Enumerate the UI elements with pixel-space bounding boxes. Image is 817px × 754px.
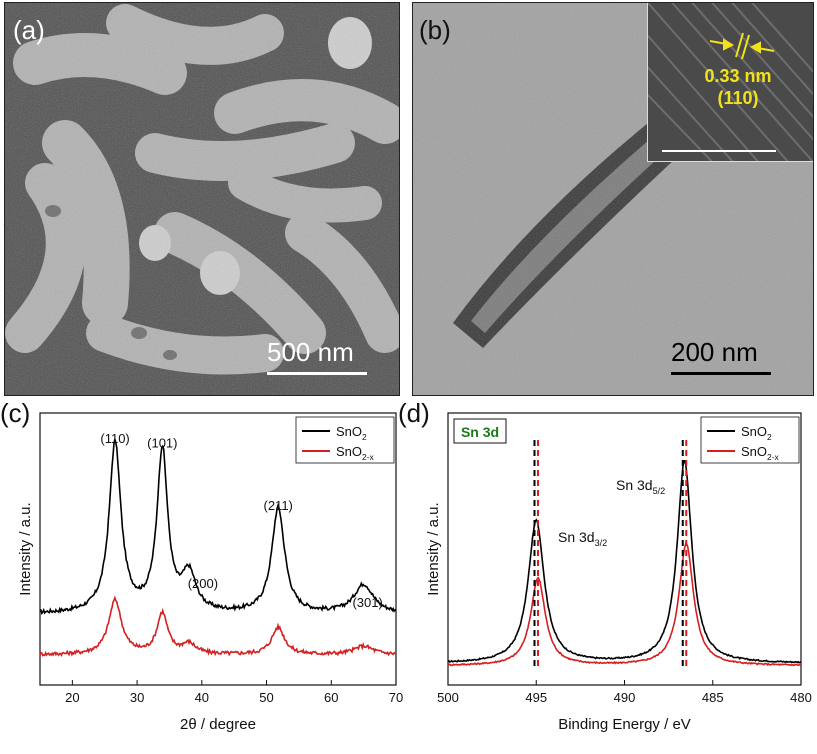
series-SnO2 bbox=[39, 438, 397, 616]
series-SnO2-x bbox=[39, 595, 397, 658]
peak-annotation: (200) bbox=[188, 576, 218, 591]
x-tick-label: 40 bbox=[195, 690, 209, 705]
series-line bbox=[447, 459, 802, 664]
y-axis-label: Intensity / a.u. bbox=[17, 502, 34, 595]
peak-annotation: (211) bbox=[264, 498, 293, 513]
panel-a-label: (a) bbox=[13, 15, 45, 45]
peak-label-3d32: Sn 3d3/2 bbox=[558, 529, 607, 548]
scale-bar-label: 500 nm bbox=[267, 337, 354, 367]
scale-bar bbox=[267, 372, 367, 375]
legend-entry: SnO2 bbox=[336, 424, 367, 442]
sem-image-panel: (a) 500 nm bbox=[4, 2, 400, 396]
peak-label-3d52: Sn 3d5/2 bbox=[616, 477, 665, 496]
sem-nanotube-image bbox=[5, 3, 399, 395]
scale-bar-label-b: 200 nm bbox=[671, 337, 758, 367]
x-tick-label: 490 bbox=[614, 690, 636, 705]
x-tick-label: 60 bbox=[324, 690, 338, 705]
legend-entry: SnO2-x bbox=[336, 444, 375, 462]
x-axis-label: 2θ / degree bbox=[180, 716, 256, 733]
y-axis-label: Intensity / a.u. bbox=[425, 502, 442, 595]
lattice-spacing-label: 0.33 nm bbox=[704, 66, 772, 86]
legend-box bbox=[295, 416, 395, 464]
series-SnO2 bbox=[447, 459, 802, 664]
xrd-chart: 20 30 40 50 60 70 2θ / degree Intensity / a.u. S… bbox=[17, 412, 403, 733]
x-tick-label: 500 bbox=[437, 690, 459, 705]
peak-annotation: (101) bbox=[147, 436, 177, 451]
series-line bbox=[447, 542, 802, 667]
panel-b-label: (b) bbox=[419, 15, 451, 45]
legend-entry: SnO2-x bbox=[741, 444, 780, 462]
x-tick-label: 20 bbox=[65, 690, 79, 705]
tem-nanotube-image bbox=[413, 3, 813, 395]
peak-annotation: (110) bbox=[100, 431, 129, 446]
x-axis-label: Binding Energy / eV bbox=[558, 716, 691, 733]
x-tick-label: 70 bbox=[389, 690, 403, 705]
x-tick-label: 30 bbox=[130, 690, 144, 705]
x-tick-label: 50 bbox=[259, 690, 273, 705]
series-line bbox=[39, 595, 397, 658]
peak-annotation: (301) bbox=[352, 595, 382, 610]
panel-d-label: (d) bbox=[398, 398, 430, 428]
plot-frame bbox=[39, 412, 397, 686]
tem-image-panel: 0.33 nm (110) (b) 200 nm bbox=[412, 2, 814, 396]
hrtem-inset: 0.33 nm (110) bbox=[647, 3, 813, 162]
series-SnO2-x bbox=[447, 542, 802, 667]
series-line bbox=[39, 438, 397, 616]
legend-entry: SnO2 bbox=[741, 424, 772, 442]
x-tick-label: 495 bbox=[525, 690, 547, 705]
region-tag: Sn 3d bbox=[461, 424, 499, 440]
xps-chart: 500 495 490 485 480 Binding Energy / eV Intens… bbox=[425, 412, 812, 733]
x-tick-label: 485 bbox=[702, 690, 724, 705]
panel-c-label: (c) bbox=[0, 398, 31, 428]
scale-bar-b bbox=[671, 372, 771, 375]
lattice-plane-label: (110) bbox=[717, 88, 759, 108]
lattice-fringes bbox=[648, 3, 813, 161]
region-tag-box bbox=[453, 418, 507, 444]
x-tick-label: 480 bbox=[790, 690, 812, 705]
legend-box bbox=[700, 416, 800, 464]
